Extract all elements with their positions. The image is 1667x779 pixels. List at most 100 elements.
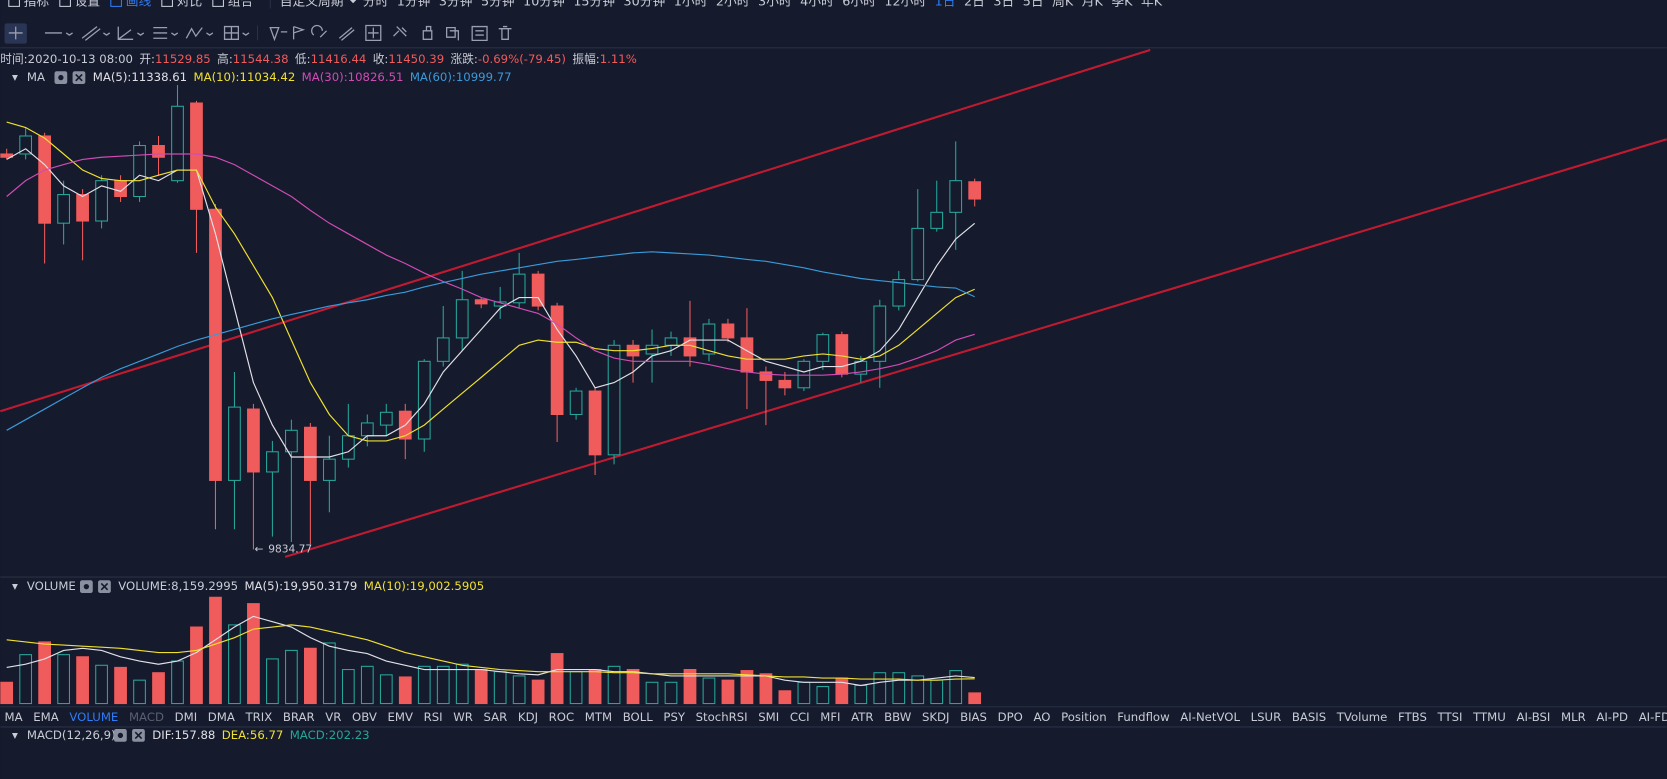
period-tab[interactable]: 1分钟 bbox=[397, 0, 431, 10]
indicator-tab[interactable]: AI-NetVOL bbox=[1180, 710, 1240, 724]
indicator-tab[interactable]: EMA bbox=[33, 710, 58, 724]
angle-tool[interactable] bbox=[117, 26, 145, 40]
fib-tool[interactable] bbox=[153, 26, 179, 39]
period-tab[interactable]: 2小时 bbox=[716, 0, 750, 10]
indicator-tab[interactable]: MACD bbox=[129, 710, 164, 724]
indicator-tab[interactable]: KDJ bbox=[518, 710, 538, 724]
period-tab[interactable]: 季K bbox=[1111, 0, 1133, 10]
delete-tool[interactable] bbox=[498, 25, 512, 40]
period-tab[interactable]: 5日 bbox=[1023, 0, 1044, 10]
indicator-tab[interactable]: WR bbox=[453, 710, 473, 724]
indicator-tab[interactable]: FTBS bbox=[1398, 710, 1427, 724]
legend-label: MA(30): bbox=[302, 70, 348, 84]
indicator-tab[interactable]: RSI bbox=[424, 710, 443, 724]
indicator-tab[interactable]: AI-FDI bbox=[1639, 710, 1667, 724]
indicator-tab[interactable]: OBV bbox=[352, 710, 377, 724]
period-tab[interactable]: 30分钟 bbox=[624, 0, 666, 10]
indicator-tab[interactable]: AO bbox=[1033, 710, 1050, 724]
toolbar-item[interactable]: 画线 bbox=[126, 0, 152, 10]
indicator-tab[interactable]: BASIS bbox=[1292, 710, 1326, 724]
indicator-tab[interactable]: VOLUME bbox=[69, 710, 118, 724]
indicator-tab[interactable]: TTSI bbox=[1437, 710, 1463, 724]
indicator-tab[interactable]: BBW bbox=[884, 710, 912, 724]
ruler-tool[interactable] bbox=[338, 27, 355, 41]
indicator-tab[interactable]: DMI bbox=[175, 710, 198, 724]
wave-tool[interactable] bbox=[185, 27, 214, 39]
brush-tool[interactable] bbox=[393, 26, 407, 37]
mark-tool[interactable] bbox=[292, 25, 306, 40]
period-tab[interactable]: 月K bbox=[1082, 0, 1104, 10]
toolbar-icon[interactable] bbox=[161, 0, 173, 7]
candle-body bbox=[303, 426, 317, 481]
indicator-tab[interactable]: TVolume bbox=[1336, 710, 1388, 724]
period-tab[interactable]: 12小时 bbox=[884, 0, 926, 10]
indicator-tab[interactable]: Fundflow bbox=[1117, 710, 1170, 724]
period-tab[interactable]: 3小时 bbox=[758, 0, 792, 10]
period-tab[interactable]: 5分钟 bbox=[481, 0, 515, 10]
period-tab[interactable]: 4小时 bbox=[800, 0, 834, 10]
indicator-tab[interactable]: ATR bbox=[851, 710, 873, 724]
crosshair-icon[interactable] bbox=[8, 26, 23, 40]
indicator-tab[interactable]: VR bbox=[325, 710, 341, 724]
volume-bar bbox=[569, 671, 583, 705]
collapse-arrow[interactable]: ▾ bbox=[12, 728, 18, 742]
toolbar-icon[interactable] bbox=[59, 0, 71, 7]
indicator-tab[interactable]: SAR bbox=[484, 710, 508, 724]
period-tab[interactable]: 周K bbox=[1052, 0, 1074, 10]
indicator-tab[interactable]: PSY bbox=[663, 710, 685, 724]
indicator-tab[interactable]: AI-PD bbox=[1596, 710, 1628, 724]
period-tab[interactable]: 3分钟 bbox=[439, 0, 473, 10]
period-tab[interactable]: 分时 bbox=[363, 0, 389, 10]
indicator-tab[interactable]: BIAS bbox=[960, 710, 987, 724]
period-tab[interactable]: 1日 bbox=[935, 0, 956, 10]
indicator-tab[interactable]: StochRSI bbox=[696, 710, 748, 724]
collapse-arrow[interactable]: ▾ bbox=[12, 579, 18, 593]
line-tool[interactable] bbox=[44, 32, 73, 36]
trend-line[interactable] bbox=[284, 138, 1667, 558]
shape-tool[interactable] bbox=[223, 25, 250, 40]
indicator-tab[interactable]: SKDJ bbox=[922, 710, 950, 724]
trend-line[interactable] bbox=[0, 48, 1151, 413]
toolbar-item[interactable]: 对比 bbox=[177, 0, 203, 10]
period-tab[interactable]: 2日 bbox=[964, 0, 985, 10]
indicator-tab[interactable]: TTMU bbox=[1472, 710, 1506, 724]
toolbar-item[interactable]: 设置 bbox=[75, 0, 101, 10]
indicator-tab[interactable]: EMV bbox=[387, 710, 412, 724]
indicator-tab[interactable]: CCI bbox=[790, 710, 810, 724]
period-tab[interactable]: 10分钟 bbox=[523, 0, 565, 10]
indicator-tab[interactable]: SMI bbox=[758, 710, 779, 724]
parallel-tool[interactable] bbox=[81, 26, 111, 41]
period-tab[interactable]: 6小时 bbox=[842, 0, 876, 10]
collapse-arrow[interactable]: ▾ bbox=[12, 70, 18, 84]
indicator-tab[interactable]: ROC bbox=[549, 710, 574, 724]
indicator-tab[interactable]: MLR bbox=[1561, 710, 1586, 724]
indicator-tab[interactable]: MTM bbox=[585, 710, 612, 724]
toolbar-icon[interactable] bbox=[110, 0, 122, 7]
lock-tool[interactable] bbox=[422, 25, 433, 40]
indicator-tab[interactable]: Position bbox=[1061, 710, 1107, 724]
volume-bar bbox=[38, 641, 52, 705]
indicator-tab[interactable]: MFI bbox=[820, 710, 840, 724]
toolbar-icon[interactable] bbox=[8, 0, 20, 7]
toolbar-item[interactable]: 组合 bbox=[228, 0, 254, 10]
hide-tool[interactable] bbox=[471, 25, 488, 42]
indicator-tab[interactable]: BRAR bbox=[283, 710, 315, 724]
indicator-tab[interactable]: AI-BSI bbox=[1516, 710, 1550, 724]
period-tab[interactable]: 年K bbox=[1141, 0, 1163, 10]
indicator-tab[interactable]: LSUR bbox=[1251, 710, 1282, 724]
indicator-tab[interactable]: DMA bbox=[208, 710, 235, 724]
indicator-tab[interactable]: DPO bbox=[998, 710, 1023, 724]
text-tool[interactable] bbox=[269, 26, 288, 42]
period-tab[interactable]: 1小时 bbox=[674, 0, 708, 10]
zoom-tool[interactable] bbox=[365, 24, 382, 42]
toolbar-icon[interactable] bbox=[212, 0, 224, 7]
period-tab[interactable]: 15分钟 bbox=[573, 0, 615, 10]
period-tab[interactable]: 3日 bbox=[993, 0, 1014, 10]
custom-period[interactable]: 自定义周期 bbox=[280, 0, 344, 10]
copy-tool[interactable] bbox=[446, 26, 459, 41]
toolbar-item[interactable]: 指标 bbox=[24, 0, 50, 10]
indicator-tab[interactable]: TRIX bbox=[245, 710, 273, 724]
indicator-tab[interactable]: BOLL bbox=[623, 710, 654, 724]
indicator-tab[interactable]: MA bbox=[5, 710, 23, 724]
magnet-tool[interactable] bbox=[311, 24, 328, 38]
